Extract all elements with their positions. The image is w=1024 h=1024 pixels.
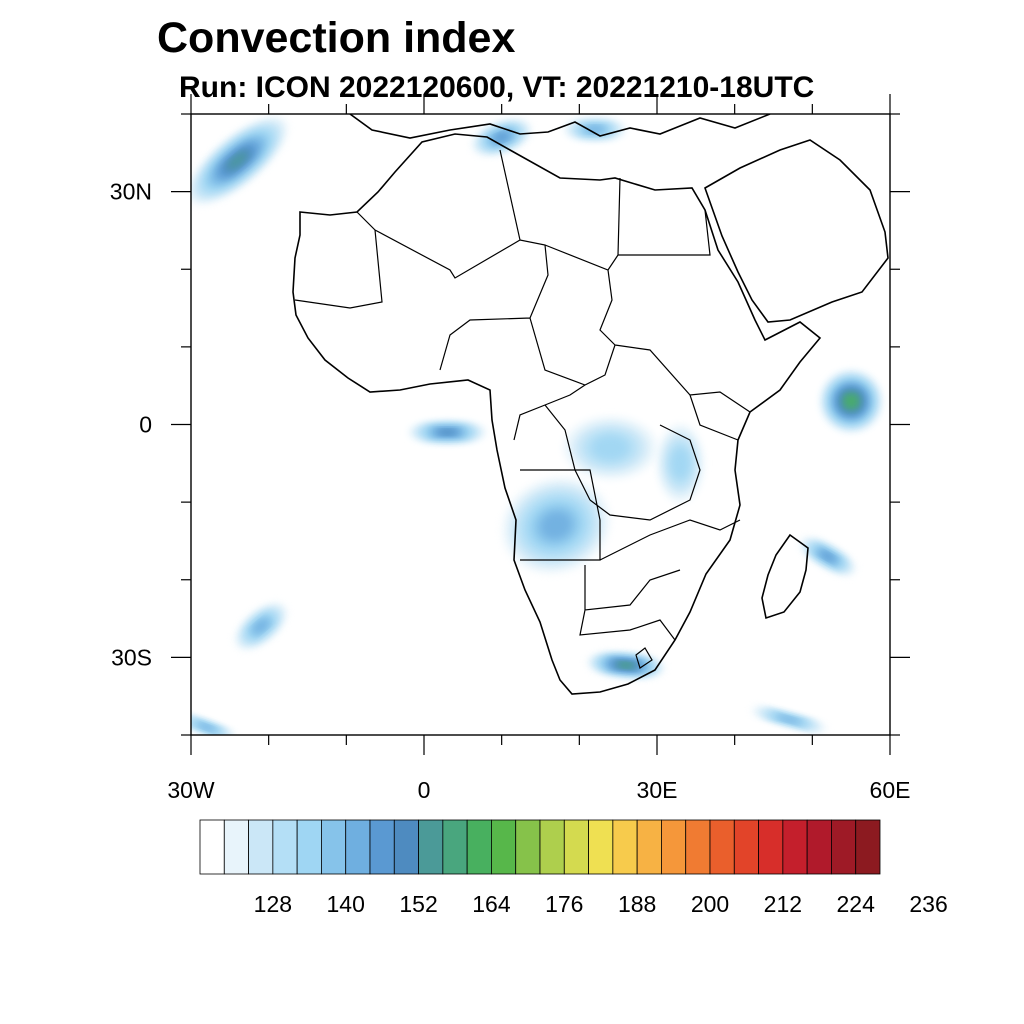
- axis-labels: 30W 0 30E 60E 30N 0 30S: [110, 179, 911, 803]
- colorbar-swatch: [636, 819, 662, 875]
- colorbar-label: 128: [254, 891, 292, 917]
- field-contour: [618, 662, 633, 668]
- colorbar-label: 188: [618, 891, 656, 917]
- field-angola-zambia: [502, 477, 610, 573]
- africa-coastline: [292, 133, 822, 695]
- field-contour: [845, 396, 857, 407]
- colorbar-swatch: [199, 819, 225, 875]
- colorbar-swatch: [223, 819, 249, 875]
- field-somali-sea: [820, 370, 883, 433]
- colorbar-label: 140: [327, 891, 365, 917]
- lat-tick-label: 30N: [110, 179, 152, 205]
- field-south-west-corner: [191, 714, 236, 735]
- field-congo-basin: [563, 416, 658, 479]
- colorbar-swatch: [539, 819, 565, 875]
- lon-tick-label: 0: [418, 777, 431, 803]
- lon-tick-label: 30W: [167, 777, 215, 803]
- madagascar-coastline: [761, 533, 809, 620]
- colorbar-swatch: [782, 819, 808, 875]
- colorbar-swatch: [296, 819, 322, 875]
- field-contour: [540, 511, 572, 539]
- colorbar-swatch: [758, 819, 784, 875]
- field-contour: [591, 435, 630, 461]
- colorbar-label: 200: [691, 891, 729, 917]
- colorbar-swatch: [466, 819, 492, 875]
- colorbar-swatch: [733, 819, 759, 875]
- colorbar-labels: 128 140 152 164 176 188 200 212 224 236: [254, 891, 948, 917]
- country-borders: [294, 149, 751, 669]
- field-contour: [227, 151, 248, 170]
- colorbar-swatch: [588, 819, 614, 875]
- chart-title: Convection index: [157, 14, 516, 62]
- colorbar-swatch: [563, 819, 589, 875]
- lon-tick-label: 30E: [637, 777, 678, 803]
- colorbar-swatch: [345, 819, 371, 875]
- colorbar-swatch: [491, 819, 517, 875]
- colorbar-swatch: [831, 819, 857, 875]
- colorbar-swatch: [272, 819, 298, 875]
- field-east-africa: [657, 424, 704, 503]
- colorbar-swatch: [806, 819, 832, 875]
- colorbar-swatch: [442, 819, 468, 875]
- colorbar-label: 236: [909, 891, 947, 917]
- colorbar-label: 212: [764, 891, 802, 917]
- colorbar-label: 152: [399, 891, 437, 917]
- colorbar-swatch: [321, 819, 347, 875]
- field-contour: [670, 447, 690, 479]
- lat-tick-label: 30S: [111, 644, 152, 670]
- field-contour: [494, 132, 510, 142]
- field-contour: [820, 551, 835, 562]
- field-south-atlantic-west: [235, 603, 287, 650]
- colorbar-swatch: [612, 819, 638, 875]
- field-contour: [253, 619, 269, 633]
- field-contour: [198, 723, 215, 731]
- colorbar-label: 164: [472, 891, 511, 917]
- colorbar-swatch: [709, 819, 735, 875]
- colorbar-swatch: [369, 819, 395, 875]
- colorbar-swatch: [515, 819, 541, 875]
- chart-subtitle: Run: ICON 2022120600, VT: 20221210-18UTC: [179, 71, 815, 104]
- field-mediterranean-east: [563, 117, 626, 142]
- colorbar-swatch: [248, 819, 274, 875]
- field-mozambique-channel: [800, 537, 856, 575]
- colorbar-swatch: [855, 819, 881, 875]
- colorbar: [199, 819, 881, 875]
- field-south-africa: [587, 652, 665, 678]
- europe-coastline: [349, 114, 771, 139]
- arabia-coastline: [704, 139, 889, 323]
- field-south-indian-ocean: [751, 706, 827, 733]
- map-background: [191, 114, 890, 735]
- colorbar-swatch: [661, 819, 687, 875]
- lon-tick-label: 60E: [870, 777, 911, 803]
- colorbar-swatch: [685, 819, 711, 875]
- field-gulf-of-guinea: [408, 420, 487, 444]
- colorbar-label: 224: [837, 891, 876, 917]
- field-contour: [778, 715, 800, 724]
- colorbar-swatch: [418, 819, 444, 875]
- coastlines: [292, 114, 889, 695]
- lat-tick-label: 0: [139, 412, 152, 438]
- axis-ticks: [171, 94, 910, 755]
- colorbar-label: 176: [545, 891, 583, 917]
- colorbar-swatch: [393, 819, 419, 875]
- field-contour: [438, 429, 456, 435]
- field-north-atlantic-band: [191, 116, 288, 205]
